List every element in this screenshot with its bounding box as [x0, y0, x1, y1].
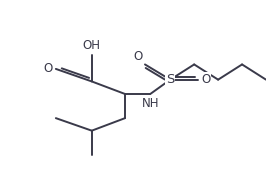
Text: O: O — [43, 62, 53, 75]
Text: S: S — [166, 73, 174, 86]
Text: O: O — [133, 50, 142, 63]
Text: OH: OH — [83, 39, 101, 52]
Text: O: O — [201, 73, 211, 86]
Text: NH: NH — [142, 97, 159, 110]
